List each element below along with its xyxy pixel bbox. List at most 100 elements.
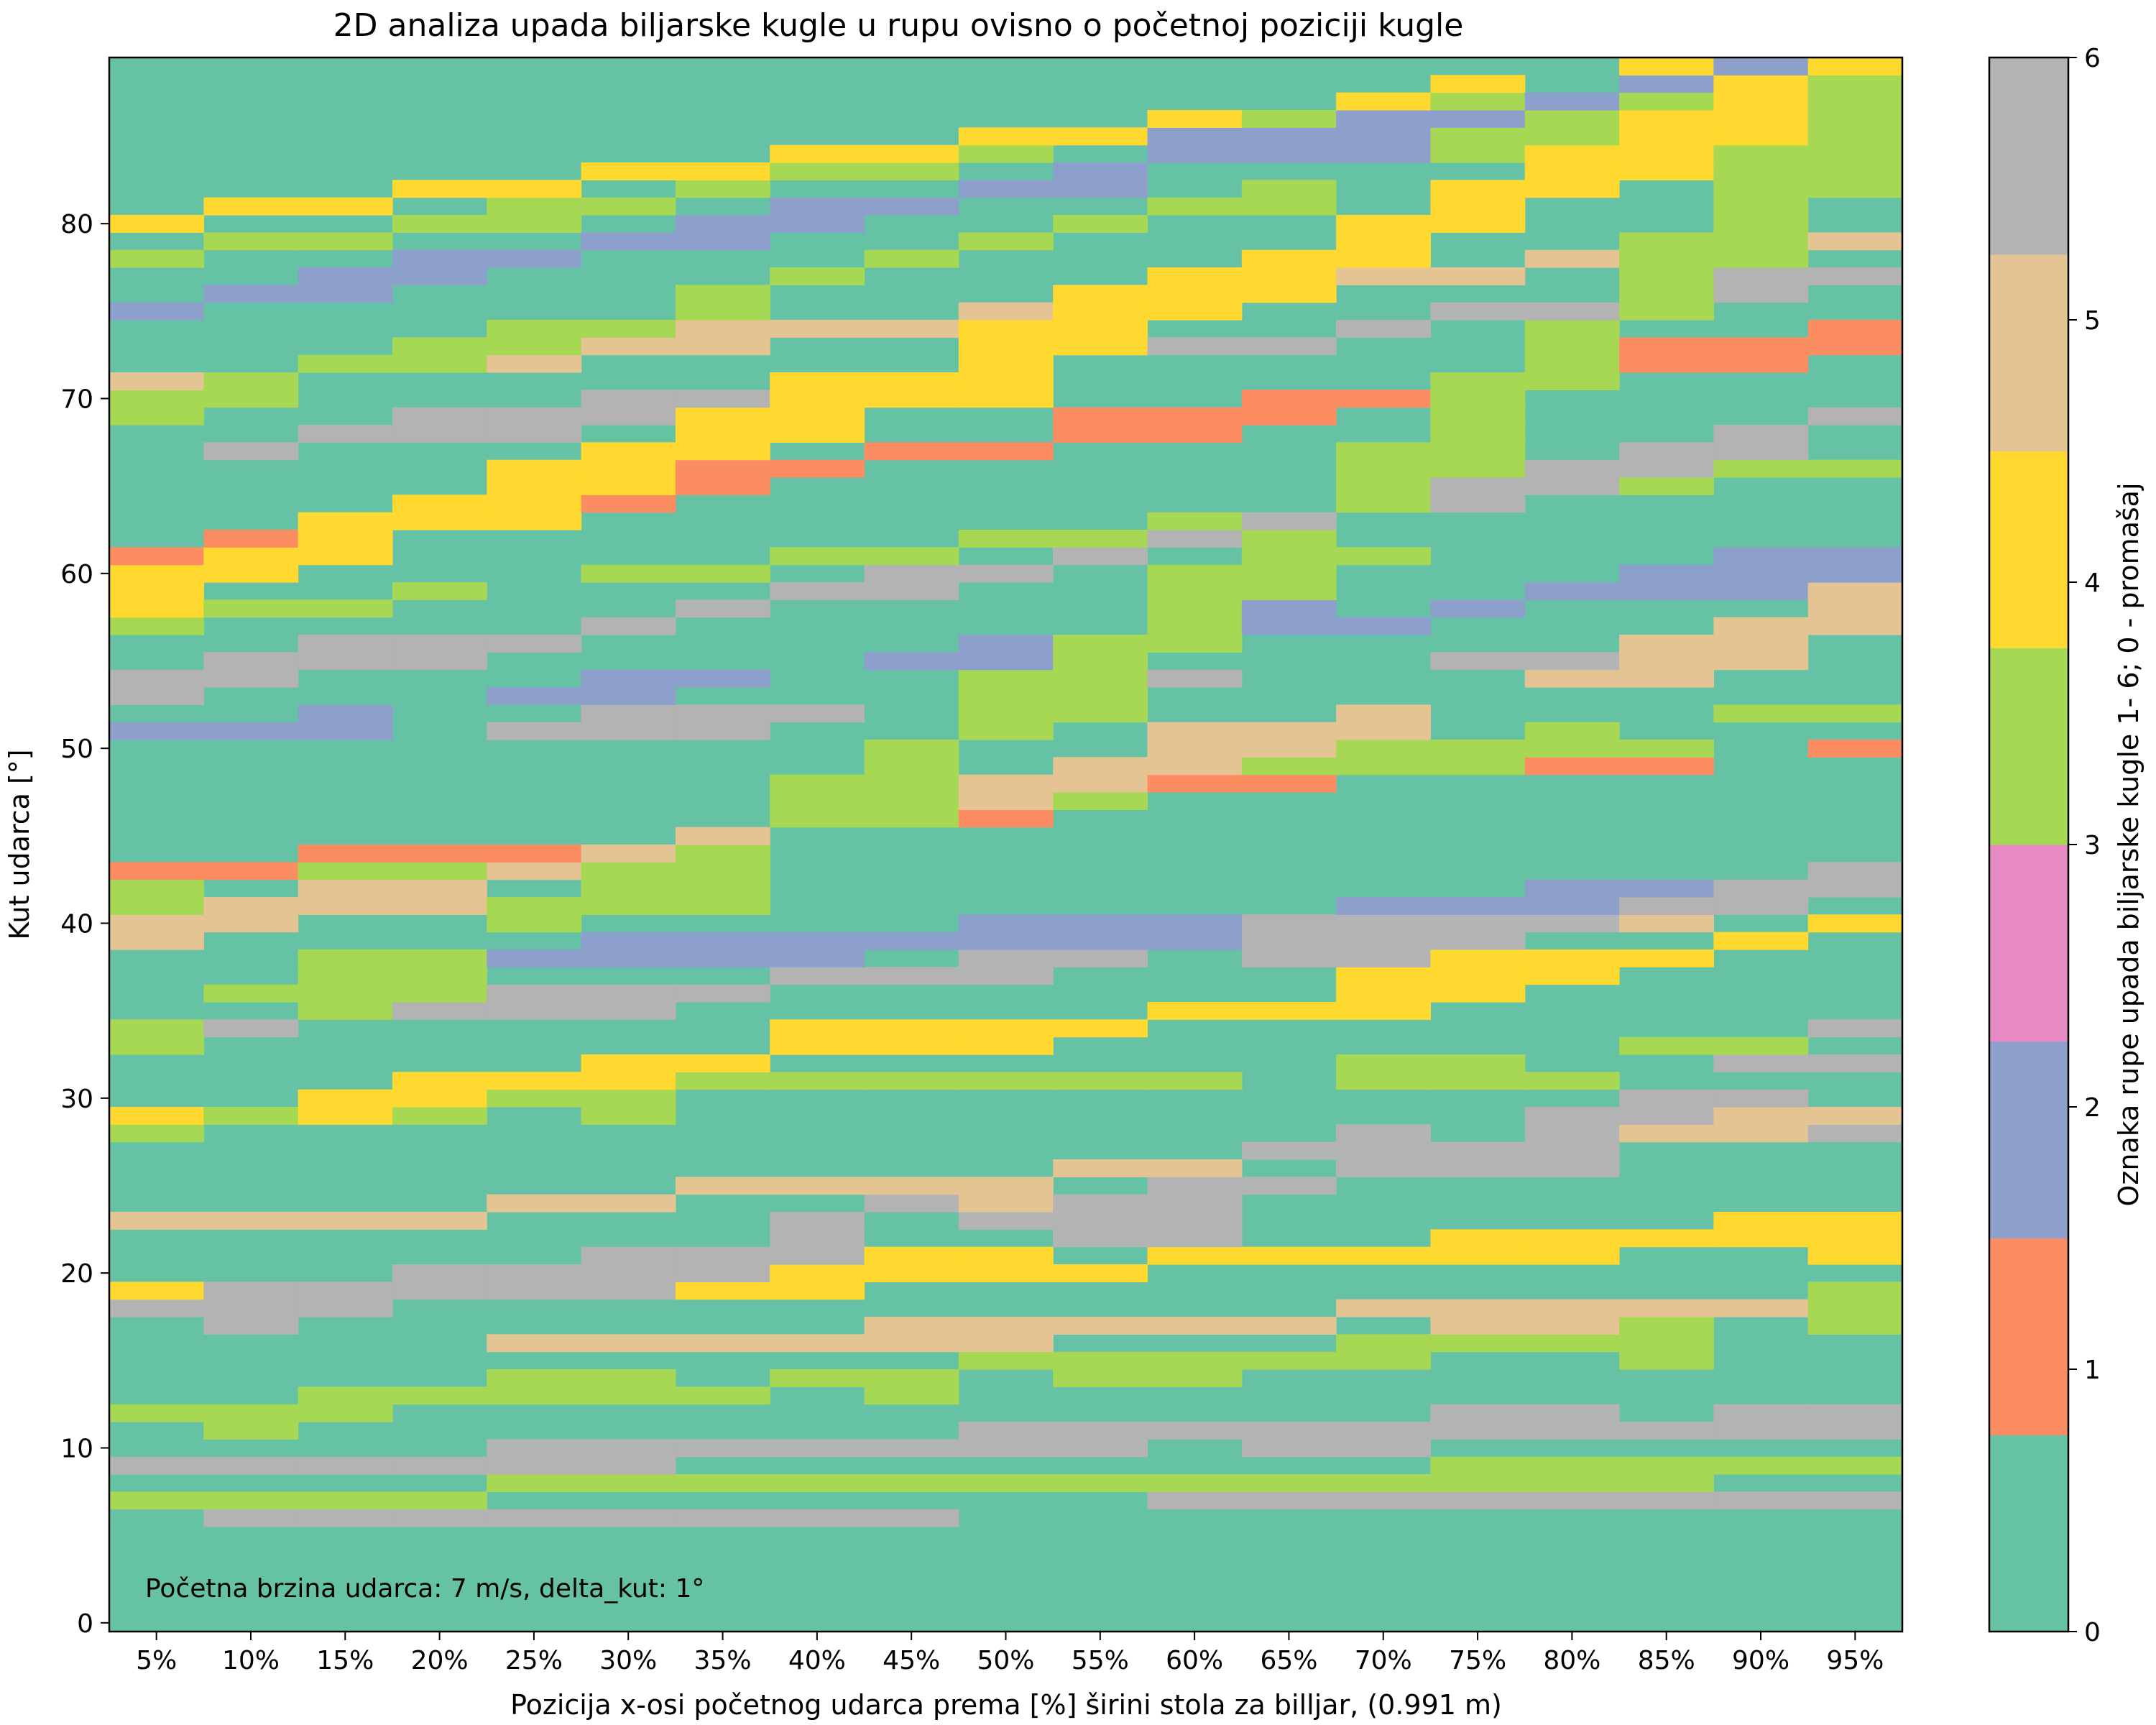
heatmap-cell bbox=[1619, 477, 1714, 495]
heatmap-cell bbox=[1619, 635, 1714, 653]
heatmap-cell bbox=[1524, 897, 1620, 915]
heatmap-cell bbox=[864, 372, 959, 390]
heatmap-cell bbox=[770, 407, 865, 426]
heatmap-cell bbox=[1524, 110, 1620, 128]
heatmap-cell bbox=[1807, 1124, 1903, 1143]
x-tick-label: 85% bbox=[1638, 1646, 1695, 1675]
heatmap-cell bbox=[958, 180, 1054, 198]
heatmap-cell bbox=[1713, 897, 1809, 915]
heatmap-cell bbox=[1053, 1422, 1148, 1440]
heatmap-cell bbox=[675, 215, 770, 233]
heatmap-cell bbox=[581, 1334, 676, 1353]
heatmap-cell bbox=[1807, 232, 1903, 251]
heatmap-cell bbox=[958, 635, 1054, 653]
heatmap-cell bbox=[1430, 897, 1526, 915]
heatmap-cell bbox=[581, 1456, 676, 1475]
heatmap-cell bbox=[675, 162, 770, 180]
heatmap-cell bbox=[675, 232, 770, 251]
heatmap-cell bbox=[1147, 1194, 1243, 1213]
heatmap-cell bbox=[1524, 1456, 1620, 1475]
heatmap-cell bbox=[1053, 635, 1148, 653]
heatmap-cell bbox=[1241, 110, 1337, 128]
heatmap-cell bbox=[1524, 1422, 1620, 1440]
heatmap-cell bbox=[1713, 215, 1809, 233]
heatmap-cell bbox=[1524, 879, 1620, 898]
heatmap-cell bbox=[109, 564, 204, 583]
heatmap-cell bbox=[675, 845, 770, 862]
heatmap-cell bbox=[1619, 1491, 1714, 1510]
heatmap-cell bbox=[109, 1019, 204, 1038]
heatmap-cell bbox=[1807, 267, 1903, 285]
heatmap-cell bbox=[203, 530, 299, 548]
heatmap-cell bbox=[1807, 58, 1903, 75]
heatmap-cell bbox=[1619, 1089, 1714, 1108]
heatmap-cell bbox=[864, 197, 959, 216]
heatmap-cell bbox=[1713, 582, 1809, 600]
heatmap-cell bbox=[1430, 390, 1526, 408]
heatmap-cell bbox=[675, 1264, 770, 1282]
heatmap-cell bbox=[109, 1124, 204, 1143]
heatmap-cell bbox=[1430, 180, 1526, 198]
heatmap-cell bbox=[675, 302, 770, 321]
heatmap-cell bbox=[203, 1404, 299, 1422]
heatmap-cell bbox=[1619, 1317, 1714, 1335]
heatmap-cell bbox=[1430, 1072, 1526, 1090]
heatmap-cell bbox=[1619, 669, 1714, 688]
heatmap-cell bbox=[487, 337, 582, 356]
heatmap-cell bbox=[1524, 652, 1620, 671]
heatmap-cell bbox=[770, 774, 865, 793]
heatmap-cell bbox=[1807, 1317, 1903, 1335]
heatmap-cell bbox=[958, 1474, 1054, 1492]
heatmap-cell bbox=[1619, 1456, 1714, 1475]
heatmap-cell bbox=[109, 390, 204, 408]
x-tick-label: 60% bbox=[1166, 1646, 1223, 1675]
heatmap-cell bbox=[1524, 162, 1620, 180]
heatmap-cell bbox=[1430, 1317, 1526, 1335]
heatmap-cell bbox=[1807, 617, 1903, 635]
heatmap-cell bbox=[581, 1194, 676, 1213]
heatmap-cell bbox=[1336, 1141, 1432, 1160]
heatmap-cell bbox=[581, 669, 676, 688]
heatmap-cell bbox=[675, 862, 770, 880]
heatmap-cell bbox=[1241, 1474, 1337, 1492]
heatmap-cell bbox=[864, 320, 959, 338]
heatmap-cell bbox=[298, 704, 393, 723]
heatmap-cell bbox=[392, 1491, 487, 1510]
heatmap-cell bbox=[581, 1246, 676, 1265]
colorbar-tick-label: 4 bbox=[2084, 569, 2101, 598]
heatmap-cell bbox=[958, 390, 1054, 408]
heatmap-cell bbox=[1524, 477, 1620, 495]
heatmap-cell bbox=[675, 1439, 770, 1458]
heatmap-cell bbox=[1524, 180, 1620, 198]
colorbar-band bbox=[1989, 845, 2068, 1042]
heatmap-cell bbox=[298, 285, 393, 303]
heatmap-cell bbox=[864, 1036, 959, 1055]
heatmap-cell bbox=[1807, 599, 1903, 618]
heatmap-cell bbox=[487, 1334, 582, 1353]
heatmap-cell bbox=[581, 407, 676, 426]
heatmap-cell bbox=[109, 215, 204, 233]
heatmap-cell bbox=[1430, 197, 1526, 216]
heatmap-cell bbox=[1524, 1334, 1620, 1353]
heatmap-cell bbox=[770, 1072, 865, 1090]
heatmap-cell bbox=[770, 267, 865, 285]
heatmap-cell bbox=[1147, 425, 1243, 443]
heatmap-cell bbox=[958, 932, 1054, 950]
heatmap-cell bbox=[675, 827, 770, 845]
chart-title: 2D analiza upada biljarske kugle u rupu … bbox=[333, 7, 1464, 44]
heatmap-cell bbox=[1807, 1019, 1903, 1038]
heatmap-cell bbox=[1713, 249, 1809, 268]
heatmap-cell bbox=[1713, 232, 1809, 251]
heatmap-cell bbox=[487, 914, 582, 933]
heatmap-cell bbox=[770, 1212, 865, 1230]
heatmap-cell bbox=[1619, 92, 1714, 111]
heatmap-cell bbox=[958, 774, 1054, 793]
heatmap-cell bbox=[1147, 599, 1243, 618]
x-tick-label: 5% bbox=[136, 1646, 177, 1675]
y-tick-label: 30 bbox=[60, 1085, 93, 1114]
heatmap-cell bbox=[675, 1474, 770, 1492]
heatmap-cell bbox=[770, 932, 865, 950]
heatmap-cell bbox=[1053, 949, 1148, 967]
heatmap-cell bbox=[675, 1054, 770, 1072]
heatmap-cell bbox=[1241, 197, 1337, 216]
